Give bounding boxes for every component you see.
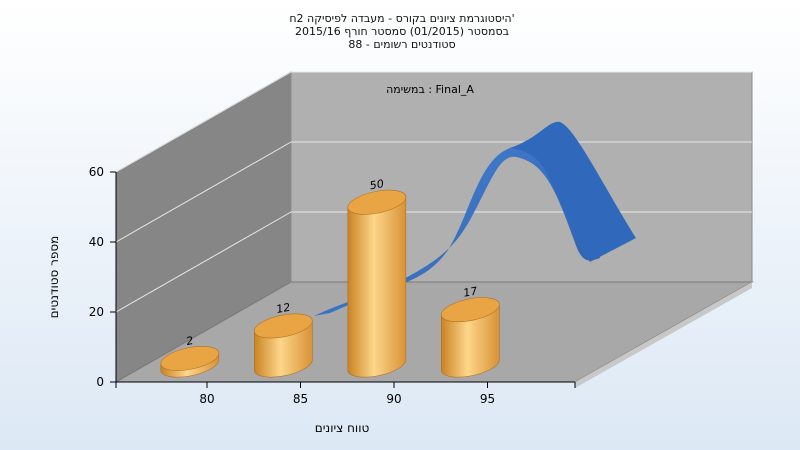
x-tick-label: 90	[386, 392, 401, 406]
chart-title-line-2: בסמסטר (01/2015) סמסטר חורף 2015/16	[295, 25, 509, 38]
bar-top	[440, 297, 500, 323]
y-tick-label: 20	[89, 305, 104, 319]
x-tick-label: 95	[480, 392, 495, 406]
gridline-side	[115, 211, 292, 313]
bar-body	[441, 304, 500, 378]
bar-top	[160, 346, 220, 371]
bar-top	[253, 313, 313, 339]
bar-90: 50	[347, 177, 407, 378]
bar-85: 12	[253, 301, 313, 378]
distribution-curve-back	[510, 121, 636, 262]
data-label: 12	[276, 301, 290, 316]
bars: 2 12 50 17	[160, 177, 500, 378]
data-label: 50	[370, 177, 384, 192]
y-tick-label: 40	[89, 235, 104, 249]
y-tick-label: 60	[89, 165, 104, 179]
bar-95: 17	[440, 285, 500, 378]
data-label: 17	[463, 285, 477, 300]
gridline-side	[115, 141, 292, 243]
chart-annotation: במשימה : Final_A	[386, 83, 474, 96]
x-axis-title: טווח ציונים	[315, 421, 370, 435]
bar-top	[347, 189, 407, 215]
y-axis-title: מספר סטודנטים	[47, 236, 61, 319]
axis-ticks: 0 20 40 60 80 85 90 95	[89, 165, 576, 406]
x-tick-label: 80	[199, 392, 214, 406]
bar-body	[347, 196, 407, 378]
y-tick-label: 0	[96, 375, 104, 389]
chart-title-line-3: סטודנטים רשומים - 88	[348, 38, 455, 51]
bar-80: 2	[160, 334, 220, 378]
data-label: 2	[186, 334, 193, 348]
gridline-side	[115, 71, 292, 173]
chart-title-line-1: היסטוגרמת ציונים בקורס - מעבדה לפיסיקה 2…	[289, 12, 514, 25]
x-tick-label: 85	[293, 392, 308, 406]
floor-edge	[575, 282, 752, 388]
